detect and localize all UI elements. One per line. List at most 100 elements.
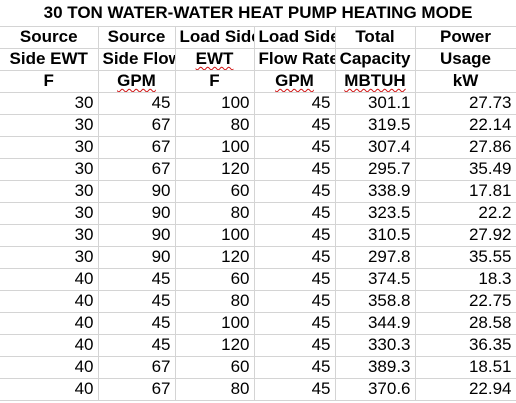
- data-cell[interactable]: 60: [175, 268, 255, 291]
- data-cell[interactable]: 90: [98, 180, 176, 203]
- data-cell[interactable]: 330.3: [335, 334, 416, 357]
- data-cell[interactable]: 90: [98, 246, 176, 269]
- data-cell[interactable]: 30: [0, 224, 99, 247]
- data-cell[interactable]: 45: [254, 136, 336, 159]
- data-cell[interactable]: 45: [254, 268, 336, 291]
- data-cell[interactable]: 45: [254, 180, 336, 203]
- data-cell[interactable]: 120: [175, 158, 255, 181]
- data-cell[interactable]: 67: [98, 114, 176, 137]
- data-cell[interactable]: 27.92: [415, 224, 516, 247]
- data-cell[interactable]: 344.9: [335, 312, 416, 335]
- unit-cell[interactable]: F: [0, 70, 99, 93]
- data-cell[interactable]: 45: [254, 114, 336, 137]
- data-cell[interactable]: 80: [175, 202, 255, 225]
- header-cell[interactable]: Source: [0, 26, 99, 49]
- header-cell[interactable]: Flow Rate: [254, 48, 336, 71]
- header-cell[interactable]: Load Side: [254, 26, 336, 49]
- header-cell[interactable]: Power: [415, 26, 516, 49]
- header-cell[interactable]: Load Side: [175, 26, 255, 49]
- data-cell[interactable]: 297.8: [335, 246, 416, 269]
- data-cell[interactable]: 45: [254, 334, 336, 357]
- data-cell[interactable]: 67: [98, 158, 176, 181]
- data-cell[interactable]: 22.94: [415, 378, 516, 401]
- data-cell[interactable]: 80: [175, 378, 255, 401]
- data-cell[interactable]: 45: [254, 290, 336, 313]
- data-cell[interactable]: 120: [175, 334, 255, 357]
- data-cell[interactable]: 67: [98, 136, 176, 159]
- data-cell[interactable]: 18.3: [415, 268, 516, 291]
- data-cell[interactable]: 389.3: [335, 356, 416, 379]
- data-cell[interactable]: 295.7: [335, 158, 416, 181]
- data-cell[interactable]: 30: [0, 158, 99, 181]
- data-cell[interactable]: 45: [254, 246, 336, 269]
- data-cell[interactable]: 67: [98, 378, 176, 401]
- table-title[interactable]: 30 TON WATER-WATER HEAT PUMP HEATING MOD…: [0, 0, 516, 27]
- header-cell[interactable]: EWT: [175, 48, 255, 71]
- data-cell[interactable]: 307.4: [335, 136, 416, 159]
- data-cell[interactable]: 27.86: [415, 136, 516, 159]
- data-cell[interactable]: 40: [0, 290, 99, 313]
- data-cell[interactable]: 35.55: [415, 246, 516, 269]
- data-cell[interactable]: 67: [98, 356, 176, 379]
- data-cell[interactable]: 28.58: [415, 312, 516, 335]
- data-cell[interactable]: 40: [0, 356, 99, 379]
- data-cell[interactable]: 17.81: [415, 180, 516, 203]
- header-cell[interactable]: Capacity: [335, 48, 416, 71]
- data-cell[interactable]: 40: [0, 334, 99, 357]
- unit-cell[interactable]: F: [175, 70, 255, 93]
- data-cell[interactable]: 45: [254, 202, 336, 225]
- header-cell[interactable]: Total: [335, 26, 416, 49]
- data-cell[interactable]: 30: [0, 114, 99, 137]
- header-cell[interactable]: Side EWT: [0, 48, 99, 71]
- data-cell[interactable]: 45: [254, 356, 336, 379]
- data-cell[interactable]: 30: [0, 246, 99, 269]
- data-cell[interactable]: 120: [175, 246, 255, 269]
- data-cell[interactable]: 22.14: [415, 114, 516, 137]
- data-cell[interactable]: 374.5: [335, 268, 416, 291]
- data-cell[interactable]: 310.5: [335, 224, 416, 247]
- data-cell[interactable]: 100: [175, 136, 255, 159]
- data-cell[interactable]: 358.8: [335, 290, 416, 313]
- data-cell[interactable]: 30: [0, 202, 99, 225]
- data-cell[interactable]: 45: [98, 92, 176, 115]
- data-cell[interactable]: 30: [0, 136, 99, 159]
- data-cell[interactable]: 60: [175, 356, 255, 379]
- data-cell[interactable]: 36.35: [415, 334, 516, 357]
- data-cell[interactable]: 27.73: [415, 92, 516, 115]
- data-cell[interactable]: 30: [0, 92, 99, 115]
- data-cell[interactable]: 45: [254, 158, 336, 181]
- header-cell[interactable]: Usage: [415, 48, 516, 71]
- data-cell[interactable]: 90: [98, 224, 176, 247]
- data-cell[interactable]: 323.5: [335, 202, 416, 225]
- data-cell[interactable]: 319.5: [335, 114, 416, 137]
- header-cell[interactable]: Source: [98, 26, 176, 49]
- data-cell[interactable]: 30: [0, 180, 99, 203]
- unit-cell[interactable]: GPM: [254, 70, 336, 93]
- data-cell[interactable]: 338.9: [335, 180, 416, 203]
- data-cell[interactable]: 60: [175, 180, 255, 203]
- data-cell[interactable]: 301.1: [335, 92, 416, 115]
- data-cell[interactable]: 45: [254, 312, 336, 335]
- data-cell[interactable]: 45: [254, 92, 336, 115]
- data-cell[interactable]: 22.75: [415, 290, 516, 313]
- data-cell[interactable]: 45: [98, 290, 176, 313]
- data-cell[interactable]: 100: [175, 92, 255, 115]
- data-cell[interactable]: 80: [175, 290, 255, 313]
- data-cell[interactable]: 100: [175, 312, 255, 335]
- data-cell[interactable]: 40: [0, 378, 99, 401]
- data-cell[interactable]: 22.2: [415, 202, 516, 225]
- data-cell[interactable]: 40: [0, 312, 99, 335]
- data-cell[interactable]: 40: [0, 268, 99, 291]
- data-cell[interactable]: 45: [98, 312, 176, 335]
- header-cell[interactable]: Side Flow: [98, 48, 176, 71]
- data-cell[interactable]: 45: [98, 268, 176, 291]
- data-cell[interactable]: 90: [98, 202, 176, 225]
- unit-cell[interactable]: kW: [415, 70, 516, 93]
- data-cell[interactable]: 45: [98, 334, 176, 357]
- data-cell[interactable]: 45: [254, 224, 336, 247]
- data-cell[interactable]: 100: [175, 224, 255, 247]
- unit-cell[interactable]: MBTUH: [335, 70, 416, 93]
- data-cell[interactable]: 45: [254, 378, 336, 401]
- unit-cell[interactable]: GPM: [98, 70, 176, 93]
- data-cell[interactable]: 80: [175, 114, 255, 137]
